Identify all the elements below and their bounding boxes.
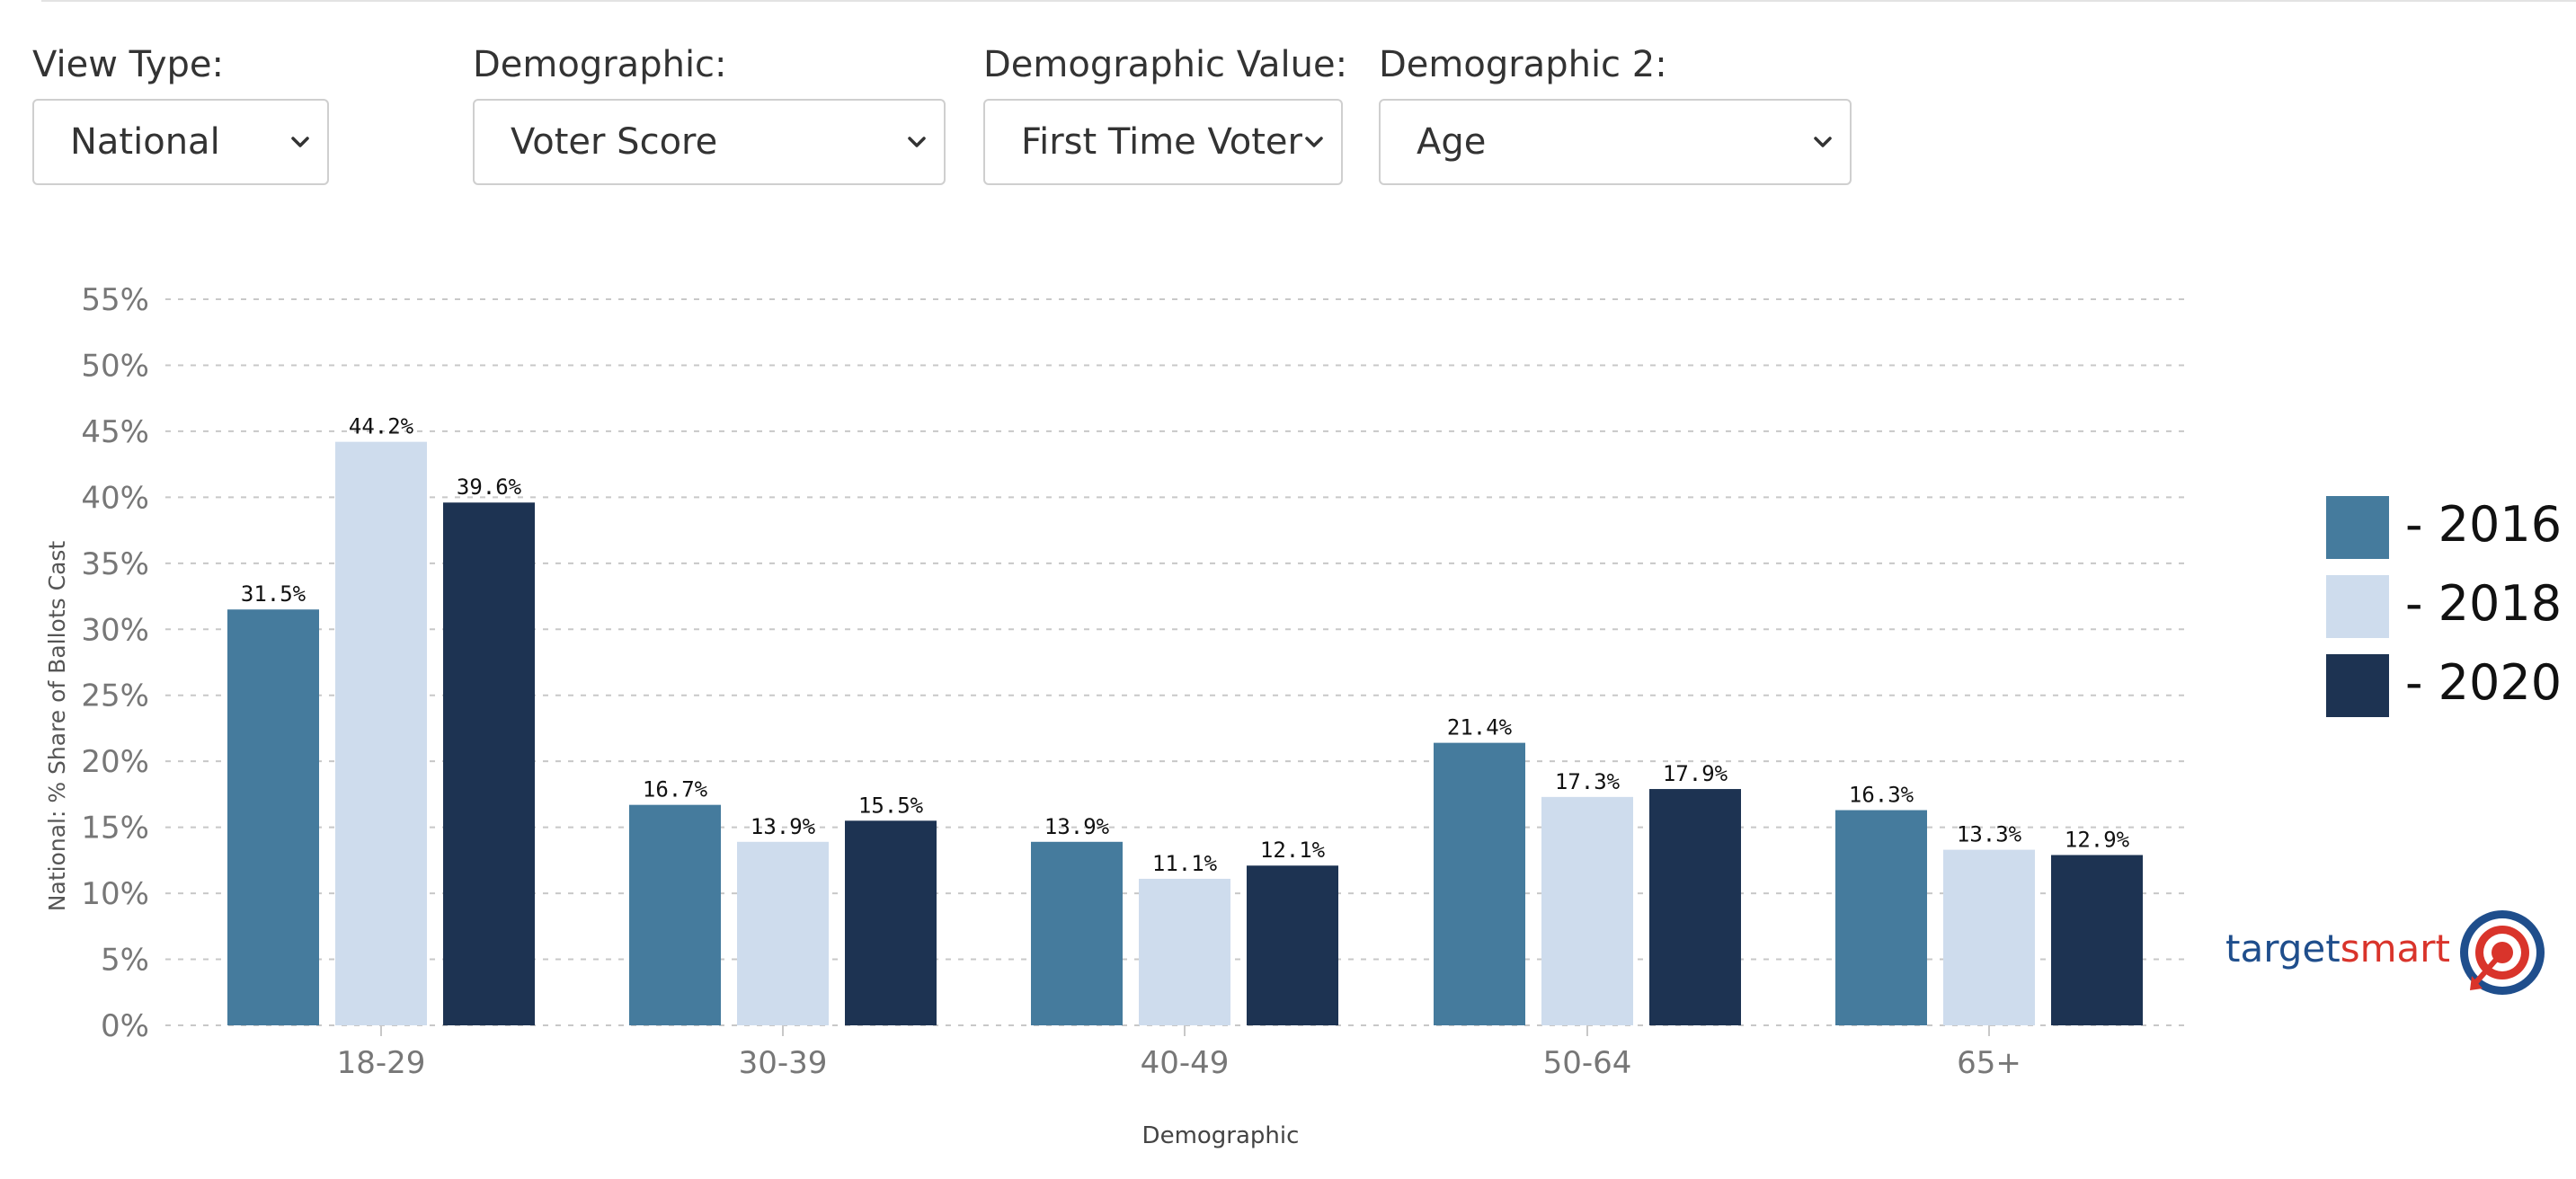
target-icon [2460, 910, 2545, 995]
y-tick-label: 25% [81, 678, 149, 714]
y-tick-label: 50% [81, 348, 149, 384]
demographic-label: Demographic: [473, 44, 727, 85]
bar [1541, 796, 1633, 1025]
data-label: 39.6% [457, 474, 522, 500]
y-tick-label: 30% [81, 612, 149, 648]
bars [227, 441, 2143, 1025]
legend-swatch [2326, 496, 2389, 559]
data-label: 16.3% [1849, 783, 1914, 808]
demographic-value-value: First Time Voter [1021, 121, 1302, 163]
legend-swatch [2326, 654, 2389, 717]
demographic-select[interactable]: Voter Score [473, 99, 946, 185]
demographic-2-label: Demographic 2: [1379, 44, 1667, 85]
demographic-filter: Demographic: Voter Score [473, 43, 946, 185]
chevron-down-icon [291, 137, 309, 147]
x-tick-label: 65+ [1957, 1045, 2021, 1081]
y-axis-title: National: % Share of Ballots Cast [44, 541, 70, 912]
x-tick-label: 40-49 [1141, 1045, 1230, 1081]
bar [1247, 865, 1338, 1025]
data-label: 12.9% [2065, 827, 2130, 852]
legend-label: - 2016 [2405, 496, 2562, 553]
data-label: 17.9% [1663, 761, 1728, 786]
y-tick-label: 5% [101, 943, 149, 979]
x-tick-label: 18-29 [337, 1045, 426, 1081]
y-tick-label: 20% [81, 744, 149, 780]
y-tick-label: 55% [81, 282, 149, 318]
bar [227, 609, 319, 1025]
x-axis-title: Demographic [1142, 1122, 1300, 1149]
demographic-2-value: Age [1417, 121, 1487, 163]
bar [1943, 849, 2035, 1025]
bar [737, 841, 829, 1025]
data-label: 15.5% [858, 793, 924, 818]
y-tick-label: 45% [81, 414, 149, 450]
view-type-select[interactable]: National [32, 99, 329, 185]
demographic-2-filter: Demographic 2: Age [1379, 43, 1852, 185]
x-axis-ticks: 18-29 30-39 40-49 50-64 65+ [337, 1025, 2021, 1081]
chevron-down-icon [1814, 137, 1832, 147]
chevron-down-icon [908, 137, 926, 147]
bar [335, 441, 427, 1025]
logo-wordmark: targetsmart [2225, 922, 2450, 976]
demographic-value-label: Demographic Value: [983, 44, 1348, 85]
legend-label: - 2018 [2405, 575, 2562, 632]
legend-swatch [2326, 575, 2389, 638]
logo-text-part2: smart [2340, 926, 2450, 971]
view-type-filter: View Type: National [32, 43, 329, 185]
y-tick-label: 0% [101, 1008, 149, 1044]
y-tick-label: 10% [81, 876, 149, 912]
bar [1139, 878, 1230, 1025]
data-label: 31.5% [241, 581, 306, 607]
targetsmart-logo: targetsmart [2225, 908, 2549, 1015]
bar [845, 820, 937, 1025]
bar [1031, 841, 1123, 1025]
data-label: 44.2% [349, 414, 414, 439]
demographic-value: Voter Score [511, 121, 718, 163]
bar [1434, 742, 1525, 1025]
data-label: 11.1% [1152, 851, 1218, 876]
y-tick-label: 15% [81, 811, 149, 847]
x-tick-label: 50-64 [1543, 1045, 1632, 1081]
bar [2051, 855, 2143, 1025]
y-tick-label: 40% [81, 480, 149, 516]
logo-text-part1: target [2225, 926, 2341, 971]
data-label: 21.4% [1447, 715, 1513, 740]
demographic-2-select[interactable]: Age [1379, 99, 1852, 185]
legend-label: - 2020 [2405, 654, 2562, 711]
data-label: 13.9% [1044, 814, 1110, 839]
demographic-value-filter: Demographic Value: First Time Voter [983, 43, 1347, 185]
data-label: 12.1% [1260, 838, 1326, 863]
top-divider [41, 0, 2576, 2]
view-type-value: National [70, 121, 220, 163]
legend: - 2016 - 2018 - 2020 [2326, 496, 2562, 717]
bar [629, 804, 721, 1025]
bar [1835, 810, 1927, 1025]
bar [443, 502, 535, 1025]
y-axis-ticks: 0% 5% 10% 15% 20% 25% 30% 35% 40% 45% 50% 55% [81, 282, 149, 1044]
view-type-label: View Type: [32, 44, 224, 85]
x-tick-label: 30-39 [739, 1045, 828, 1081]
data-label: 13.9% [751, 814, 816, 839]
bar [1649, 789, 1741, 1025]
chevron-down-icon [1305, 137, 1323, 147]
data-label: 13.3% [1957, 822, 2022, 847]
demographic-value-select[interactable]: First Time Voter [983, 99, 1343, 185]
y-tick-label: 35% [81, 546, 149, 582]
data-labels: 31.5% 16.7% 13.9% 21.4% 16.3% 44.2% 13.9% 11.1%… [241, 414, 2130, 876]
data-label: 16.7% [643, 777, 708, 802]
data-label: 17.3% [1555, 769, 1621, 794]
